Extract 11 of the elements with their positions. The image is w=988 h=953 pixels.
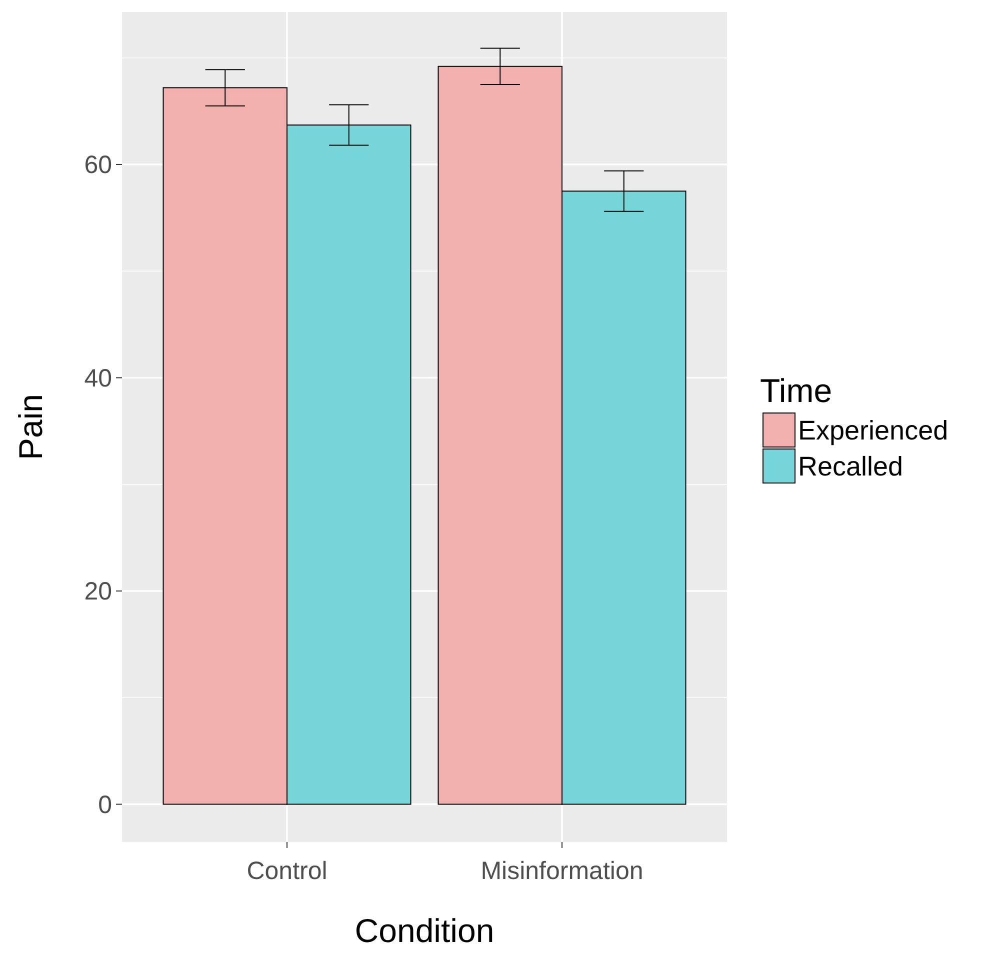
x-axis-title: Condition	[354, 912, 494, 949]
y-tick-label: 20	[84, 578, 112, 606]
legend-title: Time	[760, 372, 832, 409]
y-tick-label: 60	[84, 151, 112, 180]
y-tick-label: 40	[84, 364, 112, 392]
x-tick-label: Misinformation	[480, 857, 644, 885]
legend-label: Experienced	[798, 415, 948, 446]
x-tick-label: Control	[246, 857, 328, 885]
legend-label: Recalled	[798, 451, 904, 482]
y-tick-label: 0	[98, 791, 112, 820]
y-axis-title: Pain	[12, 394, 49, 460]
